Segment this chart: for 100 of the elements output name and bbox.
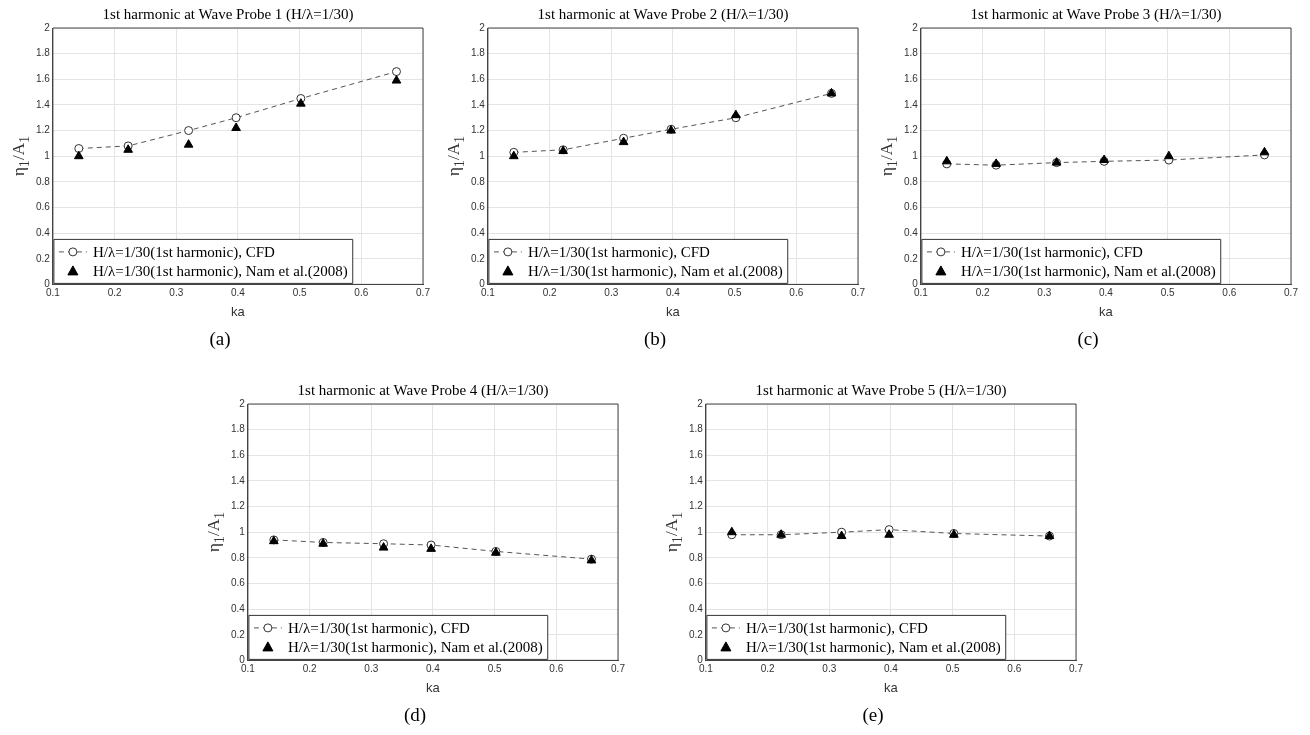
chart-title: 1st harmonic at Wave Probe 2 (H/λ=1/30) — [537, 5, 789, 23]
y-tick-label: 1.8 — [231, 423, 246, 435]
text: (a) — [208, 328, 232, 350]
x-axis-title: ka — [666, 303, 681, 319]
x-tick-label: 0.1 — [45, 287, 61, 299]
y-tick-label: 0.4 — [231, 602, 246, 614]
text: (d) — [402, 704, 428, 726]
y-tick-label: 1.2 — [471, 124, 486, 136]
chart-title: 1st harmonic at Wave Probe 3 (H/λ=1/30) — [970, 5, 1222, 23]
chart-title: 1st harmonic at Wave Probe 4 (H/λ=1/30) — [297, 381, 549, 399]
x-tick-label: 0.1 — [698, 663, 714, 675]
y-tick-label: 2 — [44, 21, 51, 33]
legend-label: H/λ=1/30(1st harmonic), CFD — [745, 619, 929, 637]
x-tick-label: 0.2 — [760, 663, 775, 675]
y-tick-label: 1.4 — [689, 474, 704, 486]
y-tick-label: 1 — [697, 525, 704, 537]
chart-title: 1st harmonic at Wave Probe 5 (H/λ=1/30) — [755, 381, 1007, 399]
y-tick-label: 2 — [479, 21, 486, 33]
x-tick-label: 0.1 — [480, 287, 496, 299]
y-tick-label: 1.2 — [689, 500, 704, 512]
y-tick-label: 1.4 — [904, 98, 919, 110]
x-axis-title: ka — [426, 679, 441, 695]
y-tick-label: 1.6 — [36, 73, 51, 85]
x-tick-label: 0.4 — [884, 663, 899, 675]
y-tick-label: 1.8 — [36, 47, 51, 59]
x-tick-label: 0.3 — [364, 663, 379, 675]
x-tick-label: 0.7 — [1284, 287, 1299, 299]
y-tick-label: 1.4 — [36, 98, 51, 110]
x-tick-label: 0.7 — [1069, 663, 1084, 675]
x-tick-label: 0.2 — [302, 663, 317, 675]
x-tick-label: 0.5 — [945, 663, 961, 675]
x-tick-label: 0.2 — [975, 287, 990, 299]
x-tick-label: 0.1 — [913, 287, 929, 299]
y-tick-label: 1.2 — [231, 500, 246, 512]
y-tick-label: 1 — [479, 149, 486, 161]
y-tick-label: 1.4 — [231, 474, 246, 486]
x-tick-label: 0.7 — [611, 663, 626, 675]
y-tick-label: 0 — [912, 278, 919, 290]
y-tick-label: 0.4 — [689, 602, 704, 614]
y-tick-label: 0.6 — [904, 201, 919, 213]
y-tick-label: 0.8 — [231, 551, 246, 563]
x-axis-title: ka — [231, 303, 246, 319]
x-tick-label: 0.2 — [107, 287, 122, 299]
y-tick-label: 1.6 — [471, 73, 486, 85]
y-tick-label: 0.6 — [231, 577, 246, 589]
x-tick-label: 0.6 — [1222, 287, 1237, 299]
legend-label: H/λ=1/30(1st harmonic), CFD — [960, 243, 1144, 261]
x-tick-label: 0.6 — [549, 663, 564, 675]
legend-label: H/λ=1/30(1st harmonic), CFD — [92, 243, 276, 261]
y-tick-label: 1.6 — [904, 73, 919, 85]
x-tick-label: 0.7 — [416, 287, 431, 299]
y-tick-label: 1.6 — [689, 449, 704, 461]
x-tick-label: 0.4 — [666, 287, 681, 299]
y-tick-label: 1.8 — [689, 423, 704, 435]
x-tick-label: 0.4 — [426, 663, 441, 675]
y-tick-label: 0.8 — [36, 175, 51, 187]
y-tick-label: 0.2 — [471, 252, 486, 264]
y-tick-label: 0.4 — [36, 226, 51, 238]
x-tick-label: 0.6 — [789, 287, 804, 299]
y-tick-label: 2 — [239, 397, 246, 409]
y-tick-label: 0.6 — [36, 201, 51, 213]
y-tick-label: 0.2 — [689, 628, 704, 640]
y-tick-label: 0.2 — [36, 252, 51, 264]
x-tick-label: 0.5 — [292, 287, 308, 299]
x-axis-title: ka — [884, 679, 899, 695]
y-tick-label: 1 — [912, 149, 919, 161]
y-tick-label: 1 — [239, 525, 246, 537]
x-tick-label: 0.7 — [851, 287, 866, 299]
y-tick-label: 0 — [239, 654, 246, 666]
y-tick-label: 2 — [912, 21, 919, 33]
legend-label: H/λ=1/30(1st harmonic), Nam et al.(2008) — [92, 262, 348, 280]
y-tick-label: 1.2 — [36, 124, 51, 136]
legend-label: H/λ=1/30(1st harmonic), CFD — [287, 619, 471, 637]
x-tick-label: 0.4 — [1099, 287, 1114, 299]
x-tick-label: 0.5 — [487, 663, 503, 675]
y-tick-label: 0.8 — [904, 175, 919, 187]
legend-label: H/λ=1/30(1st harmonic), Nam et al.(2008) — [960, 262, 1216, 280]
x-tick-label: 0.5 — [1160, 287, 1176, 299]
x-tick-label: 0.1 — [240, 663, 256, 675]
legend-label: H/λ=1/30(1st harmonic), CFD — [527, 243, 711, 261]
x-tick-label: 0.3 — [822, 663, 837, 675]
legend-label: H/λ=1/30(1st harmonic), Nam et al.(2008) — [287, 638, 543, 656]
x-tick-label: 0.3 — [169, 287, 184, 299]
y-tick-label: 0 — [479, 278, 486, 290]
y-tick-label: 2 — [697, 397, 704, 409]
y-tick-label: 0.2 — [231, 628, 246, 640]
y-tick-label: 0.4 — [904, 226, 919, 238]
legend-label: H/λ=1/30(1st harmonic), Nam et al.(2008) — [745, 638, 1001, 656]
y-tick-label: 0.2 — [904, 252, 919, 264]
chart-title: 1st harmonic at Wave Probe 1 (H/λ=1/30) — [102, 5, 354, 23]
x-tick-label: 0.6 — [1007, 663, 1022, 675]
y-tick-label: 1.6 — [231, 449, 246, 461]
x-tick-label: 0.3 — [1037, 287, 1052, 299]
x-tick-label: 0.6 — [354, 287, 369, 299]
y-tick-label: 0.8 — [471, 175, 486, 187]
y-tick-label: 1.4 — [471, 98, 486, 110]
y-tick-label: 0.8 — [689, 551, 704, 563]
x-tick-label: 0.5 — [727, 287, 743, 299]
y-tick-label: 0.4 — [471, 226, 486, 238]
y-tick-label: 1.8 — [471, 47, 486, 59]
